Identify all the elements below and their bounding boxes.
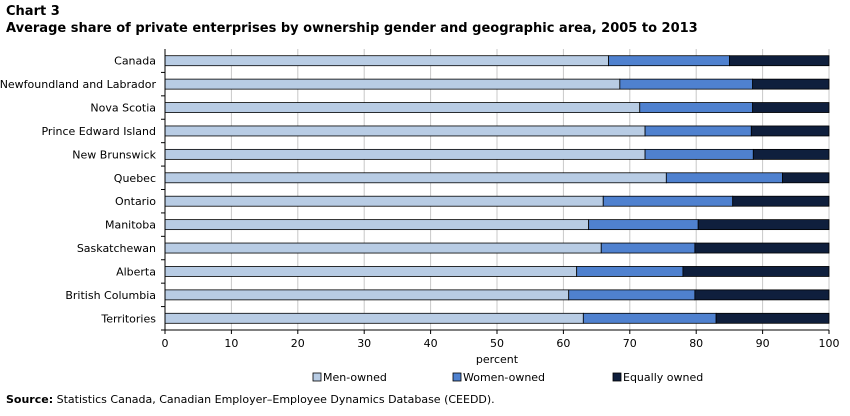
x-tick-label-70: 70	[623, 337, 637, 350]
category-label-quebec: Quebec	[114, 172, 156, 185]
bar-quebec-men-owned	[164, 172, 667, 184]
category-labels: Canada Newfoundland and Labrador Nova Scot…	[0, 55, 157, 326]
bar-ontario-men-owned	[164, 195, 604, 207]
legend-label-equally-owned: Equally owned	[623, 371, 703, 384]
bar-prince-edward-island-equally-owned	[750, 125, 830, 137]
bar-manitoba-women-owned	[588, 219, 699, 231]
category-label-british-columbia: British Columbia	[65, 289, 156, 302]
x-tick-label-10: 10	[224, 337, 238, 350]
bar-quebec-women-owned	[665, 172, 783, 184]
bar-alberta-women-owned	[576, 266, 684, 277]
bar-territories-men-owned	[164, 312, 584, 324]
legend-label-women-owned: Women-owned	[463, 371, 545, 384]
source-text: Statistics Canada, Canadian Employer–Emp…	[56, 393, 495, 406]
category-label-alberta: Alberta	[116, 265, 156, 278]
category-label-nova-scotia: Nova Scotia	[90, 102, 156, 115]
legend: Men-owned Women-owned Equally owned	[312, 371, 703, 384]
category-label-ontario: Ontario	[115, 195, 156, 208]
bar-prince-edward-island-men-owned	[164, 125, 646, 137]
category-label-newfoundland-and-labrador: Newfoundland and Labrador	[0, 78, 156, 91]
bar-british-columbia-equally-owned	[694, 289, 830, 301]
bar-canada-men-owned	[164, 55, 609, 67]
x-tick-label-30: 30	[357, 337, 371, 350]
bar-canada-equally-owned	[729, 55, 830, 67]
bar-canada-women-owned	[608, 55, 730, 67]
bar-british-columbia-women-owned	[568, 289, 696, 301]
legend-swatch-men-owned	[312, 372, 322, 382]
bar-manitoba-men-owned	[164, 219, 590, 231]
x-tick-label-40: 40	[424, 337, 438, 350]
bar-new-brunswick-equally-owned	[752, 148, 830, 160]
bar-manitoba-equally-owned	[697, 219, 830, 231]
bar-newfoundland-and-labrador-men-owned	[164, 78, 621, 90]
bar-territories-women-owned	[582, 312, 717, 324]
x-tick-labels: 0 10 20 30 40 50 60 70 80 90 100	[162, 337, 840, 350]
bar-new-brunswick-women-owned	[644, 148, 754, 160]
axes	[161, 49, 830, 334]
bar-ontario-women-owned	[602, 195, 734, 207]
x-tick-label-60: 60	[556, 337, 570, 350]
bar-quebec-equally-owned	[782, 172, 830, 184]
bar-new-brunswick-men-owned	[164, 148, 646, 160]
x-tick-label-50: 50	[490, 337, 504, 350]
source-label: Source:	[6, 393, 54, 406]
bar-newfoundland-and-labrador-equally-owned	[752, 78, 830, 90]
bar-ontario-equally-owned	[732, 195, 830, 207]
category-label-manitoba: Manitoba	[105, 219, 156, 232]
bar-saskatchewan-equally-owned	[694, 242, 830, 254]
bar-territories-equally-owned	[715, 312, 830, 324]
bar-saskatchewan-women-owned	[600, 242, 696, 254]
bar-newfoundland-and-labrador-women-owned	[619, 78, 754, 90]
category-label-canada: Canada	[114, 55, 156, 68]
category-label-territories: Territories	[100, 312, 156, 325]
legend-label-men-owned: Men-owned	[323, 371, 387, 384]
bar-alberta-equally-owned	[682, 266, 830, 277]
category-label-prince-edward-island: Prince Edward Island	[41, 125, 156, 138]
legend-swatch-equally-owned	[612, 372, 622, 382]
x-axis-label: percent	[476, 353, 519, 366]
chart-label: Chart 3	[6, 4, 60, 19]
source-line: Source: Statistics Canada, Canadian Empl…	[6, 393, 495, 406]
x-tick-label-80: 80	[689, 337, 703, 350]
bars	[164, 55, 830, 324]
grid-lines	[230, 49, 830, 330]
bar-prince-edward-island-women-owned	[644, 125, 752, 137]
legend-swatch-women-owned	[452, 372, 462, 382]
bar-saskatchewan-men-owned	[164, 242, 602, 254]
bar-alberta-men-owned	[164, 266, 578, 277]
bar-nova-scotia-equally-owned	[752, 102, 830, 113]
bar-british-columbia-men-owned	[164, 289, 570, 301]
x-tick-label-0: 0	[162, 337, 169, 350]
category-label-saskatchewan: Saskatchewan	[77, 242, 156, 255]
category-label-new-brunswick: New Brunswick	[72, 148, 156, 161]
chart-title: Average share of private enterprises by …	[6, 21, 698, 36]
bar-nova-scotia-men-owned	[164, 102, 641, 113]
x-tick-label-100: 100	[819, 337, 840, 350]
x-tick-label-20: 20	[291, 337, 305, 350]
x-tick-label-90: 90	[756, 337, 770, 350]
bar-nova-scotia-women-owned	[639, 102, 754, 113]
